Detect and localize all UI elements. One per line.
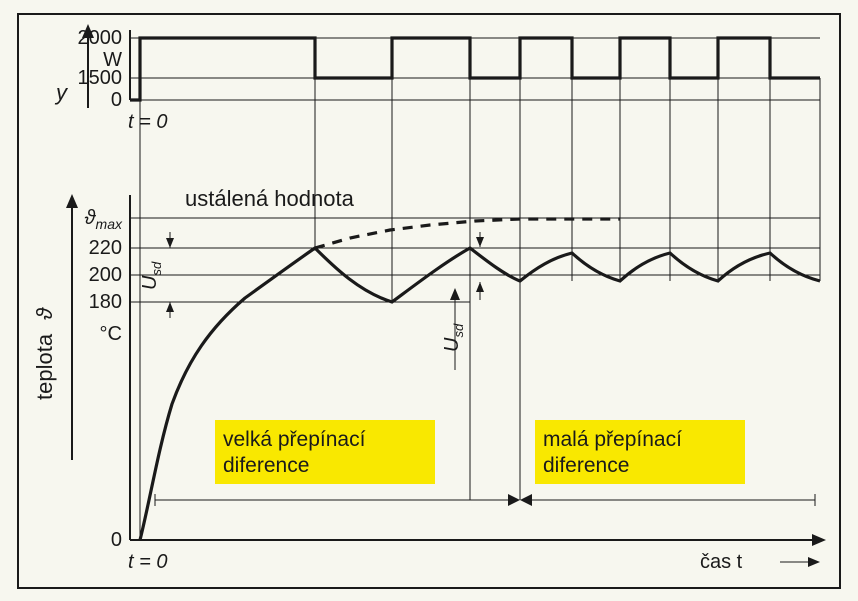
hl-big-l1: velká přepínací <box>223 428 366 451</box>
tick-1500: 1500 <box>78 67 123 89</box>
highlight-big: velká přepínací diference <box>215 420 435 484</box>
y-label-top: y <box>54 80 69 105</box>
tick-220: 220 <box>89 237 122 259</box>
hl-sm-l1: malá přepínací <box>543 428 682 451</box>
tick-200: 200 <box>89 264 122 286</box>
t0-bot: t = 0 <box>128 551 167 573</box>
steady-label: ustálená hodnota <box>185 186 355 211</box>
x-label: čas t <box>700 551 743 573</box>
y-label-bot: teplota ϑ <box>32 307 57 400</box>
figure-svg: y 2000 W 1500 0 t = 0 teplota ϑ ϑmax 220… <box>0 0 858 601</box>
hl-big-l2: diference <box>223 454 309 477</box>
tick-0-bot: 0 <box>111 529 122 551</box>
tick-degC: °C <box>100 323 122 345</box>
background <box>0 0 858 601</box>
tick-0-top: 0 <box>111 89 122 111</box>
hl-sm-l2: diference <box>543 454 629 477</box>
t0-top: t = 0 <box>128 111 167 133</box>
figure-container: { "canvas": { "w": 858, "h": 601, "bg": … <box>0 0 858 601</box>
tick-2000: 2000 <box>78 27 123 49</box>
highlight-small: malá přepínací diference <box>535 420 745 484</box>
tick-180: 180 <box>89 291 122 313</box>
